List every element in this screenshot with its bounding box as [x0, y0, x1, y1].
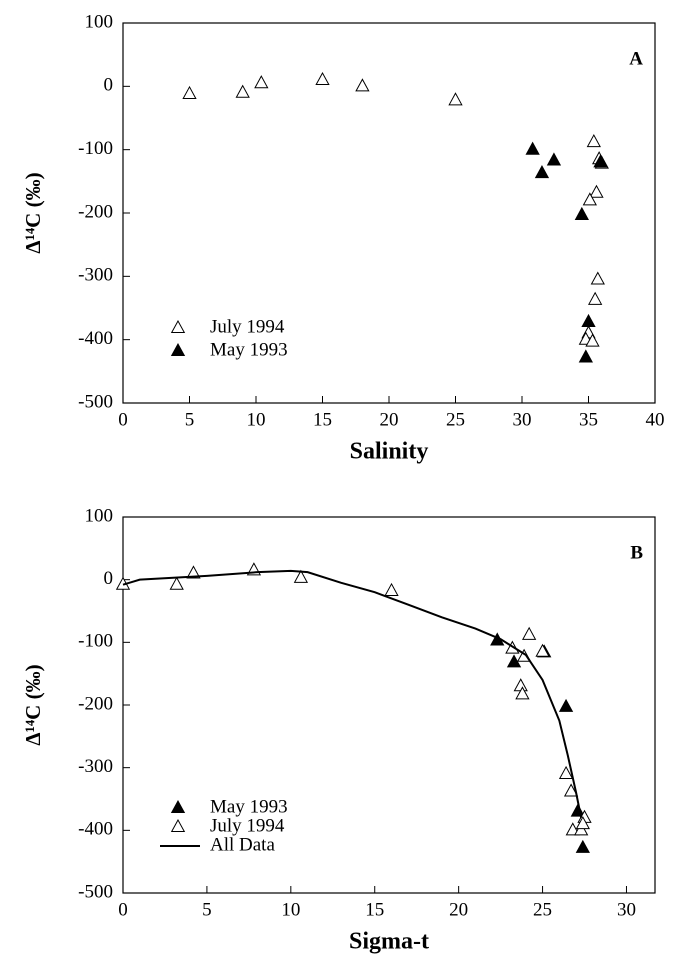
x-tick-label: 40	[646, 409, 665, 430]
triangle-point	[575, 816, 590, 830]
triangle-point	[574, 206, 589, 220]
x-tick-label: 30	[513, 409, 532, 430]
x-tick-label: 5	[202, 899, 212, 920]
triangle-point	[535, 643, 550, 657]
x-tick-label: 10	[247, 409, 266, 430]
triangle-point	[534, 165, 550, 179]
panel-label: B	[630, 542, 643, 563]
triangle-point	[506, 654, 522, 668]
x-tick-label: 25	[533, 899, 552, 920]
triangle-point	[582, 192, 597, 206]
legend-label: All Data	[210, 834, 275, 855]
triangle-point	[254, 75, 269, 89]
triangle-point	[521, 626, 537, 640]
triangle-point	[515, 686, 530, 700]
triangle-point	[585, 333, 600, 347]
y-axis-label: Δ¹⁴C (‰)	[21, 664, 45, 745]
triangle-point	[558, 765, 574, 779]
x-tick-label: 15	[313, 409, 332, 430]
legend-label: July 1994	[210, 316, 285, 337]
y-tick-label: -400	[78, 328, 113, 349]
x-axis-label: Sigma-t	[349, 929, 429, 955]
x-tick-label: 5	[185, 409, 195, 430]
y-tick-label: 0	[104, 568, 114, 589]
legend-marker	[170, 342, 186, 357]
y-tick-label: -500	[78, 881, 113, 902]
panel-label: A	[629, 48, 643, 69]
triangle-point	[588, 291, 603, 305]
y-tick-label: 100	[85, 505, 114, 526]
triangle-point	[186, 565, 201, 579]
triangle-point	[448, 92, 463, 106]
x-tick-label: 10	[281, 899, 300, 920]
triangle-point	[575, 839, 590, 853]
legend-label: May 1993	[210, 339, 288, 360]
y-tick-label: -100	[78, 138, 113, 159]
triangle-point	[293, 569, 309, 583]
y-tick-label: 0	[104, 75, 114, 96]
triangle-point	[593, 154, 608, 168]
y-tick-label: 100	[85, 11, 114, 32]
y-axis-label: Δ¹⁴C (‰)	[21, 172, 45, 253]
triangle-point	[581, 313, 596, 327]
triangle-point	[355, 78, 370, 92]
legend-label: May 1993	[210, 796, 288, 817]
x-tick-label: 35	[579, 409, 598, 430]
x-tick-label: 20	[449, 899, 468, 920]
y-tick-label: -100	[78, 631, 113, 652]
x-axis-label: Salinity	[350, 439, 429, 465]
triangle-point	[235, 84, 250, 98]
y-tick-label: -200	[78, 201, 113, 222]
triangle-point	[525, 141, 540, 155]
triangle-point	[589, 184, 604, 198]
triangle-point	[182, 85, 197, 99]
x-tick-label: 20	[380, 409, 399, 430]
triangle-point	[513, 678, 528, 692]
triangle-point	[578, 349, 593, 363]
triangle-point	[546, 152, 562, 166]
plot-frame	[122, 22, 656, 404]
triangle-point	[590, 271, 605, 285]
plot-frame	[122, 516, 656, 894]
x-tick-label: 25	[446, 409, 465, 430]
y-tick-label: -200	[78, 693, 113, 714]
x-tick-label: 0	[118, 899, 128, 920]
triangle-point	[384, 582, 399, 596]
triangle-point	[315, 71, 330, 86]
y-tick-label: -500	[78, 391, 113, 412]
triangle-point	[563, 783, 579, 797]
x-tick-label: 30	[617, 899, 636, 920]
y-tick-label: -400	[78, 819, 113, 840]
triangle-point	[586, 134, 601, 148]
legend-marker	[170, 818, 186, 833]
legend-label: July 1994	[210, 815, 285, 836]
x-tick-label: 15	[365, 899, 384, 920]
legend-marker	[170, 319, 186, 334]
triangle-point	[558, 698, 574, 712]
y-tick-label: -300	[78, 756, 113, 777]
fit-line	[122, 569, 583, 818]
y-tick-label: -300	[78, 265, 113, 286]
triangle-point	[169, 576, 184, 590]
legend-marker	[170, 799, 186, 814]
x-tick-label: 0	[118, 409, 128, 430]
